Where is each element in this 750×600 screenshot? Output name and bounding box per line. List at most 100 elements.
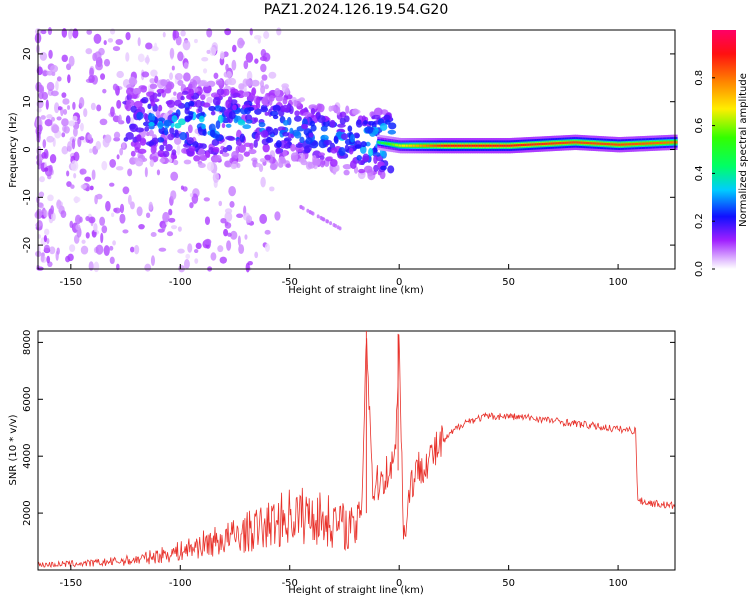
spectrogram-cell [61, 54, 68, 63]
spectrogram-cell [272, 114, 279, 120]
spectrogram-cell [379, 123, 388, 131]
spectrogram-cell [310, 107, 316, 115]
spectrogram-cell [40, 253, 45, 263]
spectrogram-cell [328, 105, 333, 112]
spectrogram-cell [294, 131, 302, 139]
spectrogram-cell [498, 144, 501, 147]
spectrogram-cell [169, 127, 175, 135]
spectrogram-cell [230, 99, 238, 105]
spectrogram-x-axis-label: Height of straight line (km) [288, 285, 424, 296]
spectrogram-cell [56, 199, 62, 210]
spectrogram-cell [149, 159, 155, 167]
spectrogram-cell [72, 28, 79, 39]
spectrogram-cell [227, 136, 236, 141]
spectrogram-cell [536, 143, 540, 146]
spectrogram-cell [176, 144, 181, 156]
spectrogram-cell [55, 80, 59, 91]
spectrogram-cell [208, 146, 215, 155]
spectrogram-cell [134, 141, 141, 150]
spectrogram-cell [109, 158, 117, 168]
spectrogram-cell [293, 99, 298, 107]
spectrogram-cell [161, 223, 166, 232]
spectrogram-cell [193, 248, 199, 254]
spectrogram-cell [554, 142, 557, 145]
spectrogram-cell [610, 143, 613, 146]
spectrogram-cell [230, 163, 237, 170]
spectrogram-cell [156, 88, 165, 94]
spectrogram-cell [169, 47, 175, 59]
spectrogram-cell [85, 215, 90, 222]
spectrogram-cell [66, 170, 70, 177]
spectrogram-cell [173, 136, 182, 145]
spectrogram-cell [383, 114, 391, 121]
spectrogram-cell [336, 225, 340, 230]
spectrogram-cell [199, 143, 207, 150]
spectrogram-x-ticks: -150 -100 -50 0 50 100 [59, 264, 628, 288]
spectrogram-cell [440, 144, 443, 147]
spectrogram-cell [254, 108, 262, 115]
spectrogram-cell [73, 196, 81, 203]
spectrogram-cell [39, 176, 45, 183]
spectrogram-cell [221, 123, 226, 129]
spectrogram-cell [150, 255, 155, 266]
spectrogram-cell [410, 144, 414, 147]
spectrogram-cell [66, 181, 72, 187]
spectrogram-x-tick-label: -150 [59, 277, 82, 288]
spectrogram-cell [210, 252, 217, 261]
spectrogram-cell [157, 149, 165, 157]
spectrogram-cell [667, 141, 671, 144]
spectrogram-cell [93, 222, 98, 233]
spectrogram-cell [242, 124, 252, 130]
spectrogram-cell [125, 132, 134, 140]
spectrogram-cell [73, 126, 78, 137]
spectrogram-cell [68, 55, 75, 67]
spectrogram-cell [110, 28, 116, 35]
spectrogram-cell [156, 169, 161, 176]
spectrogram-cell [419, 144, 422, 147]
spectrogram-cell [62, 98, 70, 105]
spectrogram-cell [182, 39, 191, 51]
spectrogram-cell [259, 56, 268, 62]
spectrogram-cell [534, 143, 538, 146]
spectrogram-cell [360, 141, 367, 148]
spectrogram-cell [238, 244, 245, 255]
spectrogram-cell [601, 142, 605, 145]
spectrogram-cell [398, 144, 401, 147]
spectrogram-cell [477, 144, 480, 147]
spectrogram-cell [260, 63, 267, 73]
spectrogram-cell [384, 119, 391, 125]
spectrogram-cell [368, 120, 375, 126]
spectrogram-y-tick-label: 20 [22, 48, 33, 61]
spectrogram-cell [275, 94, 284, 102]
spectrogram-cell [557, 142, 561, 145]
spectrogram-cell [145, 54, 150, 65]
spectrogram-cell [422, 144, 426, 147]
spectrogram-cell [264, 84, 269, 90]
spectrogram-cell [253, 117, 259, 123]
spectrogram-cell [231, 151, 239, 160]
spectrogram-cell [576, 141, 580, 144]
spectrogram-cell [163, 150, 170, 158]
spectrogram-cell [566, 141, 570, 144]
spectrogram-cell [141, 71, 150, 78]
spectrogram-cell [126, 87, 135, 96]
spectrogram-cell [251, 79, 260, 87]
spectrogram-cell [225, 78, 232, 85]
spectrogram-cell [219, 256, 227, 264]
spectrogram-cell [259, 213, 268, 224]
spectrogram-cell [452, 144, 456, 147]
spectrogram-cell [485, 144, 489, 147]
spectrogram-cell [162, 31, 166, 38]
spectrogram-cell [166, 99, 176, 108]
spectrogram-cell [387, 142, 391, 146]
spectrogram-cell [61, 27, 68, 38]
spectrogram-cell [188, 145, 196, 152]
spectrogram-cell [81, 239, 86, 244]
spectrogram-cell [239, 133, 245, 143]
spectrogram-cell [222, 146, 228, 153]
spectrogram-cell [165, 144, 173, 152]
spectrogram-cell [360, 145, 367, 154]
spectrogram-cell [391, 143, 394, 146]
spectrogram-cell [168, 217, 176, 223]
spectrogram-cell [449, 144, 452, 147]
